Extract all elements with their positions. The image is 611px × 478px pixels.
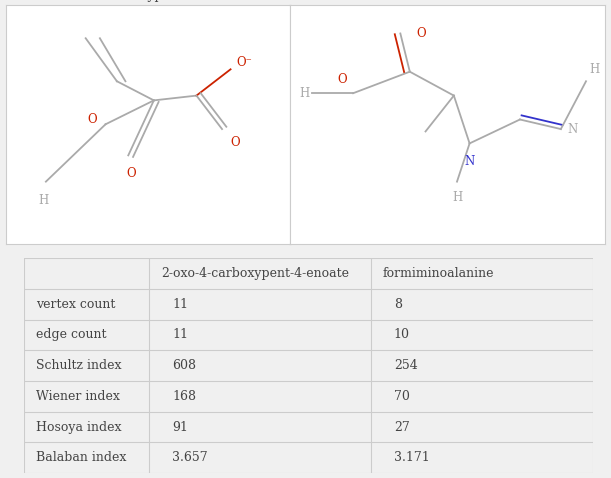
Text: vertex count: vertex count [36,298,115,311]
Text: 11: 11 [172,328,188,341]
Text: O⁻: O⁻ [236,55,252,69]
Text: 3.657: 3.657 [172,451,208,464]
Text: 2-oxo-4-carboxypent-4-enoate: 2-oxo-4-carboxypent-4-enoate [161,267,349,280]
Text: Schultz index: Schultz index [36,359,122,372]
Text: Hosoya index: Hosoya index [36,421,122,434]
Text: 91: 91 [172,421,188,434]
Text: N: N [567,122,577,136]
Text: 10: 10 [394,328,410,341]
Text: 168: 168 [172,390,196,403]
Title: formiminoalanine: formiminoalanine [392,0,503,2]
Text: O: O [416,27,426,40]
Text: 27: 27 [394,421,409,434]
Text: 8: 8 [394,298,402,311]
Text: N: N [464,155,475,168]
Text: edge count: edge count [36,328,106,341]
Text: 608: 608 [172,359,196,372]
Text: 254: 254 [394,359,417,372]
Text: O: O [230,136,240,149]
Title: 2-oxo-4-carboxypent-4-enoate: 2-oxo-4-carboxypent-4-enoate [54,0,242,2]
Text: 3.171: 3.171 [394,451,430,464]
Text: H: H [452,191,462,204]
Text: 70: 70 [394,390,409,403]
Text: H: H [589,64,599,76]
Text: H: H [299,87,309,100]
Text: O: O [337,73,347,86]
Text: Wiener index: Wiener index [36,390,120,403]
Text: 11: 11 [172,298,188,311]
Text: O: O [87,113,97,126]
Text: H: H [38,194,48,206]
Text: Balaban index: Balaban index [36,451,126,464]
Text: O: O [126,167,136,180]
Text: formiminoalanine: formiminoalanine [382,267,494,280]
